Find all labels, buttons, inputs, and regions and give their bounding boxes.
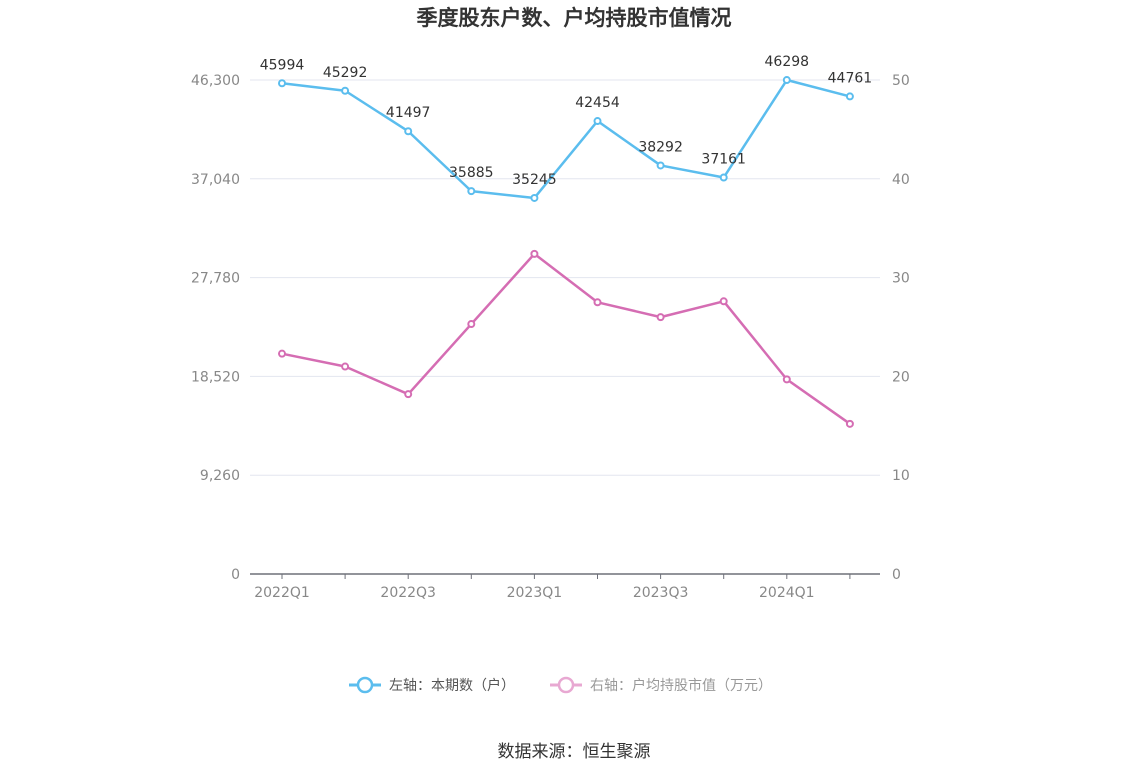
data-point-shareholders bbox=[530, 193, 539, 202]
series-line-shareholders bbox=[281, 78, 851, 200]
data-point-avg-holding-value bbox=[404, 390, 413, 399]
data-label: 45292 bbox=[323, 65, 368, 81]
left-axis-tick-label: 9,260 bbox=[200, 468, 240, 484]
x-axis: 2022Q1 2022Q3 2023Q1 2023Q3 2024Q1 bbox=[250, 573, 880, 601]
legend-right-label: 右轴：户均持股市值（万元） bbox=[590, 677, 772, 694]
right-axis-tick-label: 30 bbox=[892, 271, 910, 287]
data-label: 41497 bbox=[386, 105, 431, 121]
data-labels: 45994 45292 41497 35885 35245 42454 38292 37161… bbox=[260, 54, 872, 188]
data-point-shareholders bbox=[278, 79, 286, 88]
right-axis: 0 10 20 30 40 50 bbox=[892, 73, 910, 583]
x-axis-tick-label: 2023Q3 bbox=[633, 585, 689, 601]
data-label: 35245 bbox=[512, 172, 557, 188]
left-axis-tick-label: 27,780 bbox=[191, 271, 240, 287]
left-axis-tick-label: 46,300 bbox=[191, 73, 240, 89]
data-point-shareholders bbox=[467, 187, 476, 196]
right-axis-tick-label: 10 bbox=[892, 468, 910, 484]
left-axis-tick-label: 0 bbox=[231, 567, 240, 583]
x-axis-tick-label: 2022Q1 bbox=[254, 585, 310, 601]
data-label: 35885 bbox=[449, 165, 494, 181]
right-axis-tick-label: 50 bbox=[892, 73, 910, 89]
x-axis-tick-label: 2024Q1 bbox=[759, 585, 815, 601]
left-axis-tick-label: 18,520 bbox=[191, 369, 240, 385]
right-axis-tick-label: 40 bbox=[892, 172, 910, 188]
data-point-shareholders bbox=[656, 161, 665, 170]
data-point-avg-holding-value bbox=[593, 298, 602, 307]
data-point-avg-holding-value bbox=[656, 313, 665, 322]
data-label: 44761 bbox=[828, 70, 873, 86]
data-label: 45994 bbox=[260, 57, 305, 73]
data-point-avg-holding-value bbox=[530, 249, 539, 258]
legend-item-right[interactable]: 右轴：户均持股市值（万元） bbox=[550, 676, 772, 694]
legend-item-left[interactable]: 左轴：本期数（户） bbox=[349, 676, 515, 694]
chart-title: 季度股东户数、户均持股市值情况 bbox=[417, 6, 732, 30]
data-point-shareholders bbox=[341, 86, 350, 95]
series-line-avg-holding-value bbox=[281, 252, 851, 425]
left-axis: 0 9,260 18,520 27,780 37,040 46,300 bbox=[191, 73, 240, 583]
data-point-shareholders bbox=[404, 127, 413, 136]
x-axis-tick-label: 2022Q3 bbox=[380, 585, 436, 601]
data-point-avg-holding-value bbox=[278, 349, 286, 358]
x-axis-tick-label: 2023Q1 bbox=[507, 585, 563, 601]
data-point-avg-holding-value bbox=[782, 375, 791, 384]
data-point-shareholders bbox=[782, 76, 791, 85]
data-point-avg-holding-value bbox=[719, 297, 728, 306]
data-label: 38292 bbox=[638, 139, 683, 155]
legend-right-swatch-marker bbox=[557, 676, 575, 694]
data-point-shareholders bbox=[845, 92, 854, 101]
legend-left-swatch-marker bbox=[356, 676, 374, 694]
data-point-shareholders bbox=[593, 117, 602, 126]
data-label: 37161 bbox=[701, 152, 746, 168]
series-area bbox=[278, 76, 854, 428]
right-axis-tick-label: 20 bbox=[892, 369, 910, 385]
data-label: 46298 bbox=[765, 54, 810, 70]
left-axis-tick-label: 37,040 bbox=[191, 172, 240, 188]
data-point-avg-holding-value bbox=[341, 362, 350, 371]
data-point-shareholders bbox=[719, 173, 728, 182]
right-axis-tick-label: 0 bbox=[892, 567, 901, 583]
legend-left-label: 左轴：本期数（户） bbox=[389, 677, 515, 694]
data-label: 42454 bbox=[575, 95, 620, 111]
data-point-avg-holding-value bbox=[467, 320, 476, 329]
data-source: 数据来源：恒生聚源 bbox=[498, 742, 651, 762]
legend: 左轴：本期数（户） 右轴：户均持股市值（万元） bbox=[349, 676, 772, 694]
data-point-avg-holding-value bbox=[845, 419, 854, 428]
